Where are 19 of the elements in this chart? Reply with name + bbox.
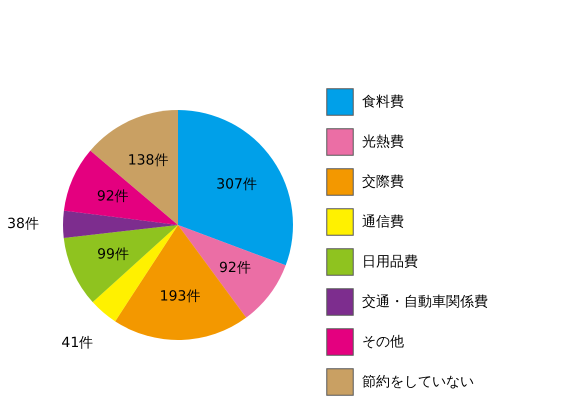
data-label: 92件 [96,188,129,204]
pie-slice [90,110,178,225]
pie-slice [63,210,178,238]
data-label: 307件 [216,176,257,192]
legend-label: 食料費 [362,94,404,110]
data-label: 138件 [128,152,168,168]
legend-label: 光熱費 [362,134,404,150]
data-label: 38件 [7,216,39,232]
legend-label: 交際費 [362,174,404,190]
data-label: 41件 [61,334,94,351]
data-label: 99件 [97,246,129,262]
legend-label: 交通・自動車関係費 [362,294,488,310]
data-label: 193件 [160,288,200,304]
legend-label: 節約をしていない [362,374,474,390]
data-label: 92件 [218,260,251,276]
legend-label: 日用品費 [362,254,418,270]
legend-label: その他 [362,334,404,350]
legend-label: 通信費 [362,214,404,230]
pie-slice [64,150,178,225]
